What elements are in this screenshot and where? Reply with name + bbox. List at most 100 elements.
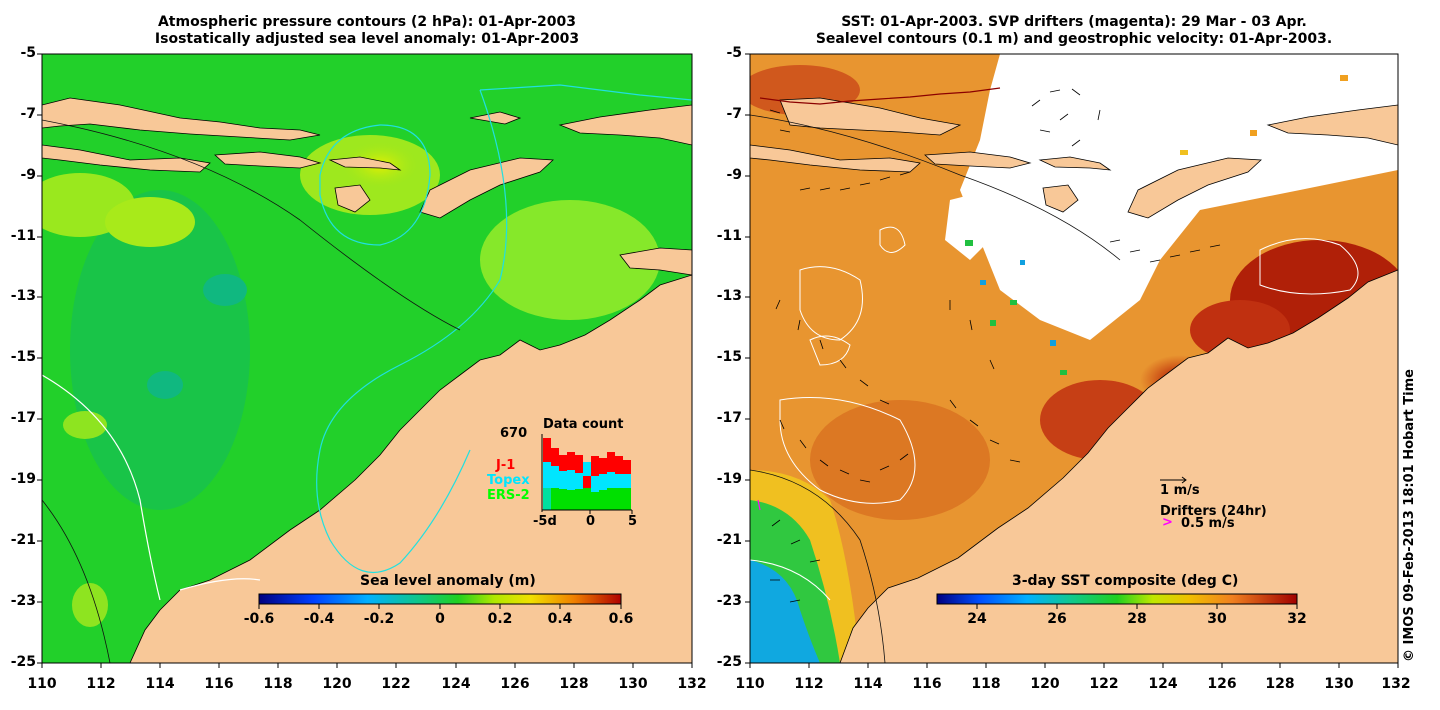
right-title-line2: Sealevel contours (0.1 m) and geostrophi… — [815, 31, 1333, 47]
land-alor — [1038, 156, 1112, 171]
left-title-line2: Isostatically adjusted sea level anomaly… — [154, 31, 580, 47]
right-ytick: -5 — [726, 45, 742, 61]
sst-colorbar-tick: 28 — [1127, 611, 1147, 627]
sst-colorbar-tick: 26 — [1047, 611, 1067, 627]
left-contours — [42, 84, 692, 663]
contour-black — [42, 119, 461, 331]
right-xtick: 112 — [794, 676, 824, 692]
right-contours — [750, 226, 1359, 601]
sst-colorbar-tick: 30 — [1207, 611, 1227, 627]
right-ytick: -25 — [716, 654, 742, 670]
contour-white — [179, 578, 261, 591]
velocity-arrows — [769, 88, 1221, 603]
left-land — [42, 97, 692, 663]
right-ytick: -11 — [716, 228, 742, 244]
data-count-inset — [541, 434, 633, 514]
sla-low-patch — [203, 274, 247, 306]
left-xtick: 126 — [500, 676, 530, 692]
sla-colorbar-tick: 0.6 — [608, 611, 634, 627]
sst-colorbar-tick: 24 — [967, 611, 987, 627]
right-xtick: 118 — [971, 676, 1001, 692]
sla-colorbar-title: Sea level anomaly (m) — [360, 573, 536, 589]
right-ytick: -9 — [726, 167, 742, 183]
contour-cyan — [316, 89, 508, 573]
drifter-track — [759, 87, 1001, 105]
left-xtick: 130 — [618, 676, 648, 692]
land-timor — [419, 157, 554, 219]
data-count-max: 670 — [500, 426, 528, 441]
land-flores-sea-islands — [779, 97, 962, 136]
sla-colorbar-tick: 0.2 — [487, 611, 513, 627]
left-ytick: -9 — [20, 167, 36, 183]
right-ytick: -15 — [716, 349, 742, 365]
contour-white — [42, 374, 161, 601]
sla-colorbar-tick: -0.4 — [303, 611, 335, 627]
contour-cyan — [319, 124, 431, 246]
land-flores — [924, 151, 1032, 169]
sla-low-patch — [147, 371, 183, 399]
right-xtick: 132 — [1381, 676, 1411, 692]
sst-colorbar-title: 3-day SST composite (deg C) — [1012, 573, 1239, 589]
right-ytick: -13 — [716, 288, 742, 304]
sst-coldest-region — [750, 560, 820, 663]
left-xtick: 116 — [204, 676, 234, 692]
right-ytick: -21 — [716, 532, 742, 548]
sla-colorbar — [258, 593, 622, 605]
right-xtick: 122 — [1089, 676, 1119, 692]
left-ytick: -21 — [10, 532, 36, 548]
left-map — [42, 54, 692, 663]
sla-colorbar-tick: -0.6 — [243, 611, 275, 627]
drifter-track-magenta — [757, 499, 761, 511]
right-xtick: 126 — [1207, 676, 1237, 692]
velocity-scale-label: 1 m/s — [1160, 483, 1200, 498]
sla-colorbar-tick: -0.2 — [363, 611, 395, 627]
axis-ticks — [37, 53, 1399, 668]
left-ytick: -15 — [10, 349, 36, 365]
velocity-scale-arrow — [1160, 476, 1187, 484]
sst-colorbar — [936, 593, 1298, 605]
left-ytick: -23 — [10, 593, 36, 609]
right-title-line1: SST: 01-Apr-2003. SVP drifters (magenta)… — [841, 14, 1307, 30]
left-xtick: 112 — [86, 676, 116, 692]
data-count-bars — [543, 438, 631, 510]
right-ytick: -23 — [716, 593, 742, 609]
right-ytick: -17 — [716, 410, 742, 426]
left-xtick: 124 — [441, 676, 471, 692]
sla-colorbar-ticks — [258, 604, 622, 609]
left-ytick: -19 — [10, 471, 36, 487]
copyright-notice: © IMOS 09-Feb-2013 18:01 Hobart Time — [1402, 369, 1417, 662]
sla-high-patch — [63, 411, 107, 439]
left-ytick: -13 — [10, 288, 36, 304]
land-lesser-sunda-west — [42, 144, 211, 173]
contour-cyan — [479, 84, 692, 101]
right-ytick: -7 — [726, 106, 742, 122]
left-xtick: 114 — [145, 676, 175, 692]
left-xtick: 120 — [322, 676, 352, 692]
land-australia — [129, 274, 692, 663]
left-xtick: 110 — [27, 676, 57, 692]
right-map — [750, 54, 1398, 663]
land-sumba — [334, 184, 371, 213]
right-land — [750, 97, 1398, 663]
land-flores — [214, 151, 322, 169]
right-panel-title: SST: 01-Apr-2003. SVP drifters (magenta)… — [750, 14, 1398, 48]
right-xtick: 124 — [1148, 676, 1178, 692]
right-xtick: 128 — [1265, 676, 1295, 692]
right-xtick: 130 — [1324, 676, 1354, 692]
right-xtick: 114 — [853, 676, 883, 692]
drifters-label: Drifters (24hr) — [1160, 504, 1267, 519]
sst-colorbar-ticks — [976, 604, 1298, 609]
right-ytick: -19 — [716, 471, 742, 487]
left-ytick: -7 — [20, 106, 36, 122]
data-count-series-topex: Topex — [487, 473, 530, 488]
sla-colorbar-tick: 0 — [435, 611, 445, 627]
land-australia — [839, 269, 1398, 663]
land-timor — [1127, 157, 1262, 219]
left-xtick: 122 — [381, 676, 411, 692]
drifter-symbol: > — [1162, 515, 1173, 530]
sst-fragments — [965, 75, 1348, 375]
data-count-xtick: 5 — [628, 514, 638, 529]
land-sumba — [1042, 184, 1079, 213]
left-xtick: 132 — [677, 676, 707, 692]
